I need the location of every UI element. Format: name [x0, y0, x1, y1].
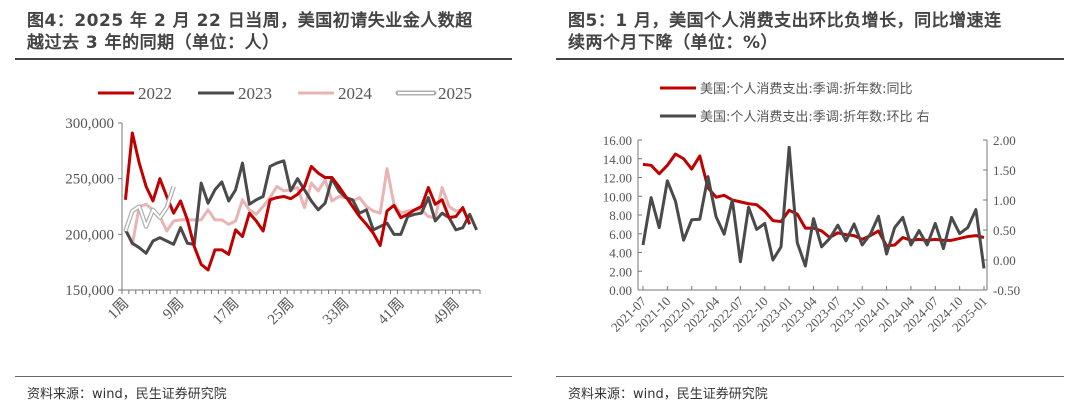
title-line-2: 越过去 3 年的同期（单位：人）	[27, 33, 280, 53]
y-left-tick-label: 8.00	[609, 208, 632, 223]
bottom-divider	[15, 376, 512, 377]
x-tick-label: 41周	[374, 295, 407, 328]
y-right-tick-label: 1.50	[993, 163, 1016, 178]
legend-label-2024: 2024	[338, 84, 373, 103]
y-right-tick-label: 0.00	[993, 253, 1016, 268]
title-line-1: 图4：2025 年 2 月 22 日当周，美国初请失业金人数超	[27, 11, 473, 31]
legend-label-2023: 2023	[238, 84, 272, 103]
x-tick-label: 33周	[319, 295, 352, 328]
right-panel: 图5：1 月，美国个人消费支出环比负增长，同比增速连 续两个月下降（单位：%） …	[556, 0, 1066, 411]
y-left-tick-label: 6.00	[609, 227, 632, 242]
x-tick-label: 49周	[429, 295, 462, 328]
title-line-2: 续两个月下降（单位：%）	[568, 33, 779, 53]
title-divider	[556, 58, 1064, 60]
y-left-tick-label: 4.00	[609, 246, 632, 261]
y-right-tick-label: 1.00	[993, 193, 1016, 208]
legend-label-mom: 美国:个人消费支出:季调:折年数:环比 右	[700, 110, 930, 125]
legend-label-2025: 2025	[438, 84, 472, 103]
y-right-tick-label: -0.50	[993, 283, 1020, 298]
y-left-tick-label: 12.00	[603, 171, 632, 186]
legend-label-yoy: 美国:个人消费支出:季调:折年数:同比	[700, 82, 913, 97]
y-tick-label: 150,000	[65, 283, 114, 299]
y-tick-label: 300,000	[65, 116, 114, 132]
y-tick-label: 250,000	[65, 172, 114, 188]
bottom-divider	[556, 376, 1064, 377]
x-tick-label: 17周	[209, 295, 242, 328]
y-left-tick-label: 10.00	[603, 189, 632, 204]
series-line-mom	[641, 145, 986, 269]
x-tick-label: 9周	[159, 295, 187, 323]
source-note: 资料来源：wind，民生证券研究院	[27, 387, 227, 402]
y-left-tick-label: 0.00	[609, 283, 632, 298]
y-left-tick-label: 14.00	[603, 152, 632, 167]
chart-title-fig4: 图4：2025 年 2 月 22 日当周，美国初请失业金人数超 越过去 3 年的…	[27, 10, 473, 54]
y-right-tick-label: 2.00	[993, 133, 1016, 148]
title-line-1: 图5：1 月，美国个人消费支出环比负增长，同比增速连	[568, 11, 1002, 31]
left-panel: 图4：2025 年 2 月 22 日当周，美国初请失业金人数超 越过去 3 年的…	[15, 0, 515, 411]
chart-title-fig5: 图5：1 月，美国个人消费支出环比负增长，同比增速连 续两个月下降（单位：%）	[568, 10, 1002, 54]
series-line-inner-2025	[124, 186, 175, 232]
series-line-2022	[123, 131, 472, 272]
title-divider	[15, 58, 512, 60]
y-right-tick-label: 0.50	[993, 223, 1016, 238]
y-left-tick-label: 16.00	[603, 133, 632, 148]
source-note: 资料来源：wind，民生证券研究院	[568, 387, 768, 402]
y-left-tick-label: 2.00	[609, 264, 632, 279]
legend-label-2022: 2022	[138, 84, 172, 103]
x-tick-label: 25周	[264, 295, 297, 328]
y-tick-label: 200,000	[65, 227, 114, 243]
series-line-yoy	[642, 152, 985, 248]
series-line-2023	[124, 159, 478, 255]
